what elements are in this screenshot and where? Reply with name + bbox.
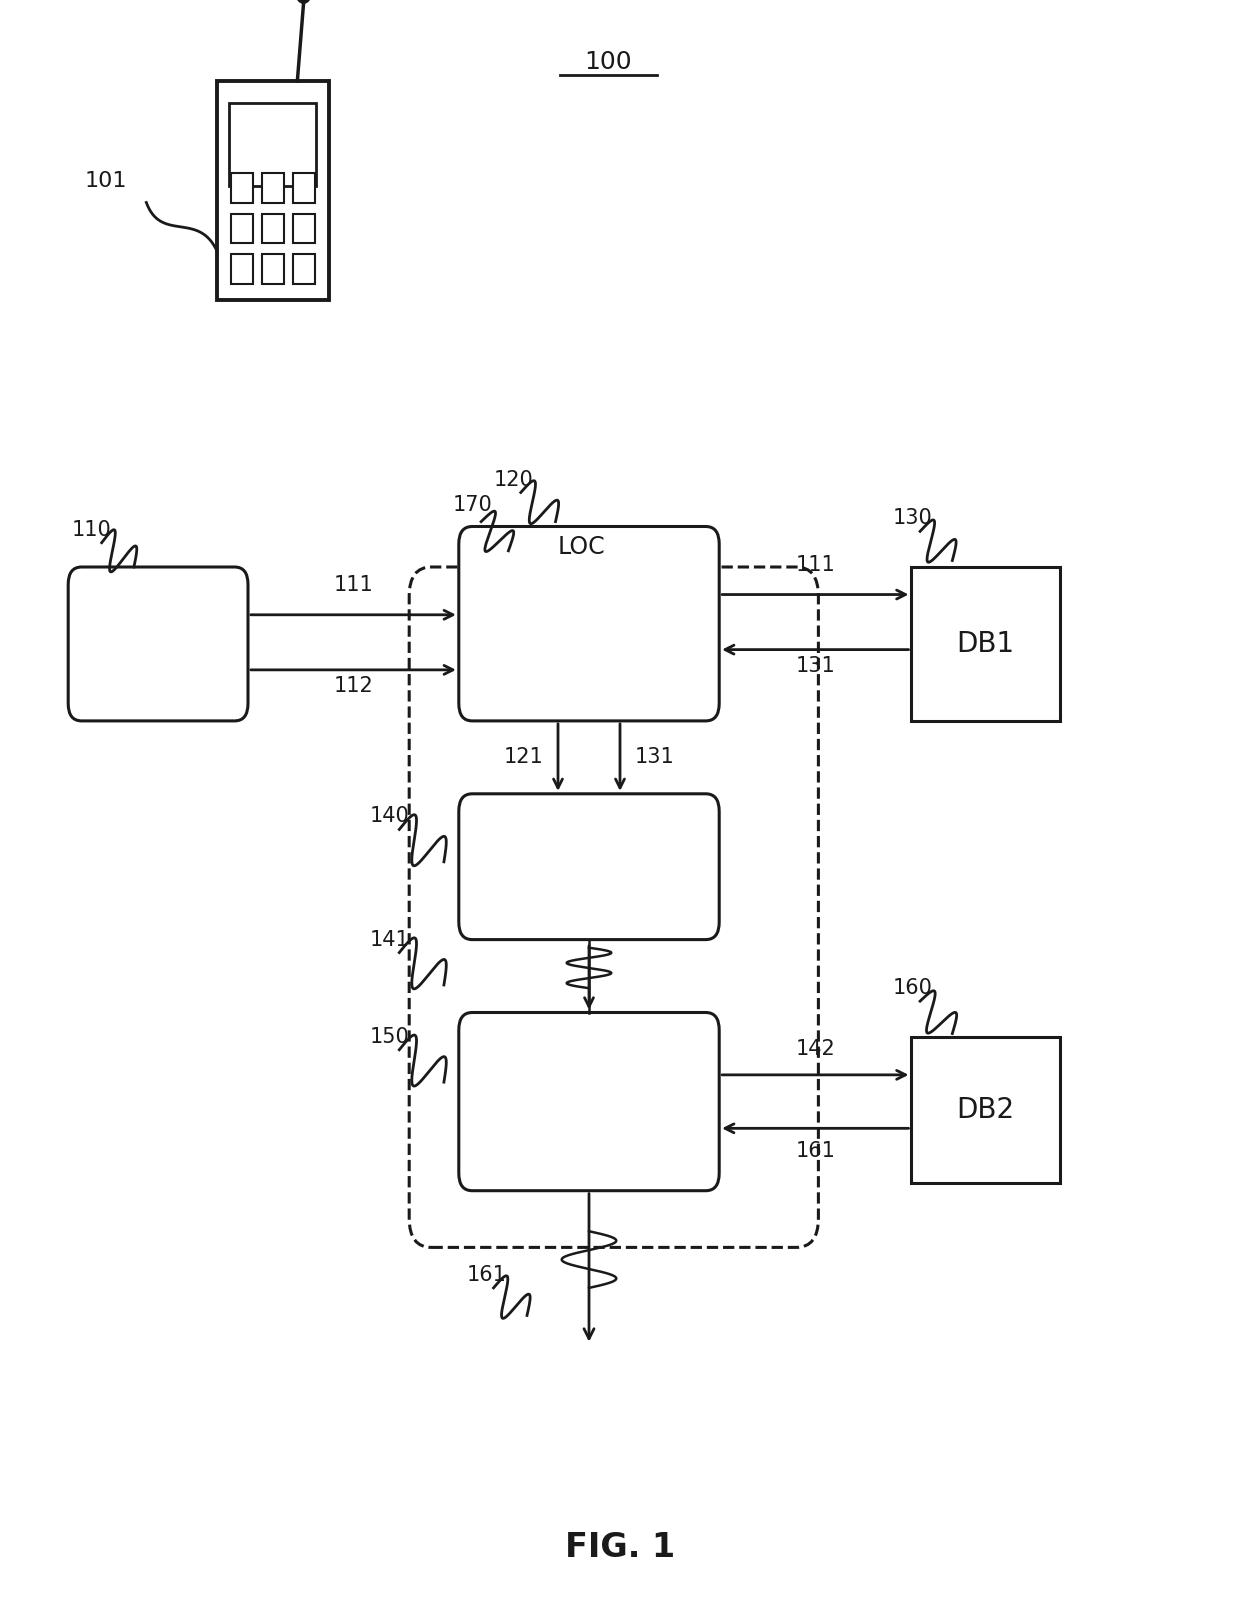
Bar [293, 254, 315, 284]
Text: 101: 101 [84, 172, 126, 191]
Text: 161: 161 [795, 1140, 836, 1162]
Text: 150: 150 [370, 1027, 409, 1047]
Text: 161: 161 [466, 1265, 506, 1285]
Text: 130: 130 [893, 509, 932, 528]
Text: 110: 110 [72, 520, 112, 539]
Text: 131: 131 [795, 656, 836, 676]
Text: FIG. 1: FIG. 1 [565, 1531, 675, 1563]
Text: DB2: DB2 [957, 1095, 1014, 1124]
Bar [262, 254, 284, 284]
Text: 111: 111 [334, 575, 373, 595]
FancyBboxPatch shape [68, 567, 248, 721]
Text: 142: 142 [795, 1038, 836, 1059]
Text: 141: 141 [370, 930, 409, 949]
Circle shape [296, 0, 311, 3]
Bar [229, 104, 316, 186]
Text: LOC: LOC [557, 535, 605, 559]
Text: 131: 131 [635, 747, 675, 768]
Bar [231, 254, 253, 284]
Bar [262, 173, 284, 202]
FancyBboxPatch shape [459, 794, 719, 940]
Bar [911, 1037, 1060, 1183]
FancyBboxPatch shape [459, 526, 719, 721]
Text: 112: 112 [334, 677, 373, 697]
Text: 160: 160 [893, 978, 932, 998]
Text: DB1: DB1 [957, 630, 1014, 658]
Bar [217, 81, 329, 300]
Bar [911, 567, 1060, 721]
Text: 170: 170 [453, 496, 492, 515]
Bar [262, 214, 284, 243]
Text: 111: 111 [795, 556, 836, 575]
Text: 100: 100 [584, 50, 631, 73]
FancyBboxPatch shape [459, 1012, 719, 1191]
Bar [231, 173, 253, 202]
Text: 140: 140 [370, 807, 409, 826]
Bar [293, 173, 315, 202]
Text: 121: 121 [503, 747, 543, 768]
Text: 120: 120 [494, 470, 533, 489]
Bar [231, 214, 253, 243]
Bar [293, 214, 315, 243]
